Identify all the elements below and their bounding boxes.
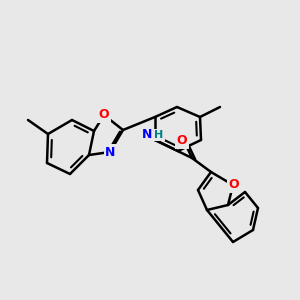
Text: N: N: [105, 146, 115, 158]
Text: O: O: [99, 109, 109, 122]
Text: H: H: [154, 130, 164, 140]
Text: N: N: [142, 128, 152, 142]
Text: O: O: [229, 178, 239, 191]
Text: O: O: [177, 134, 187, 148]
